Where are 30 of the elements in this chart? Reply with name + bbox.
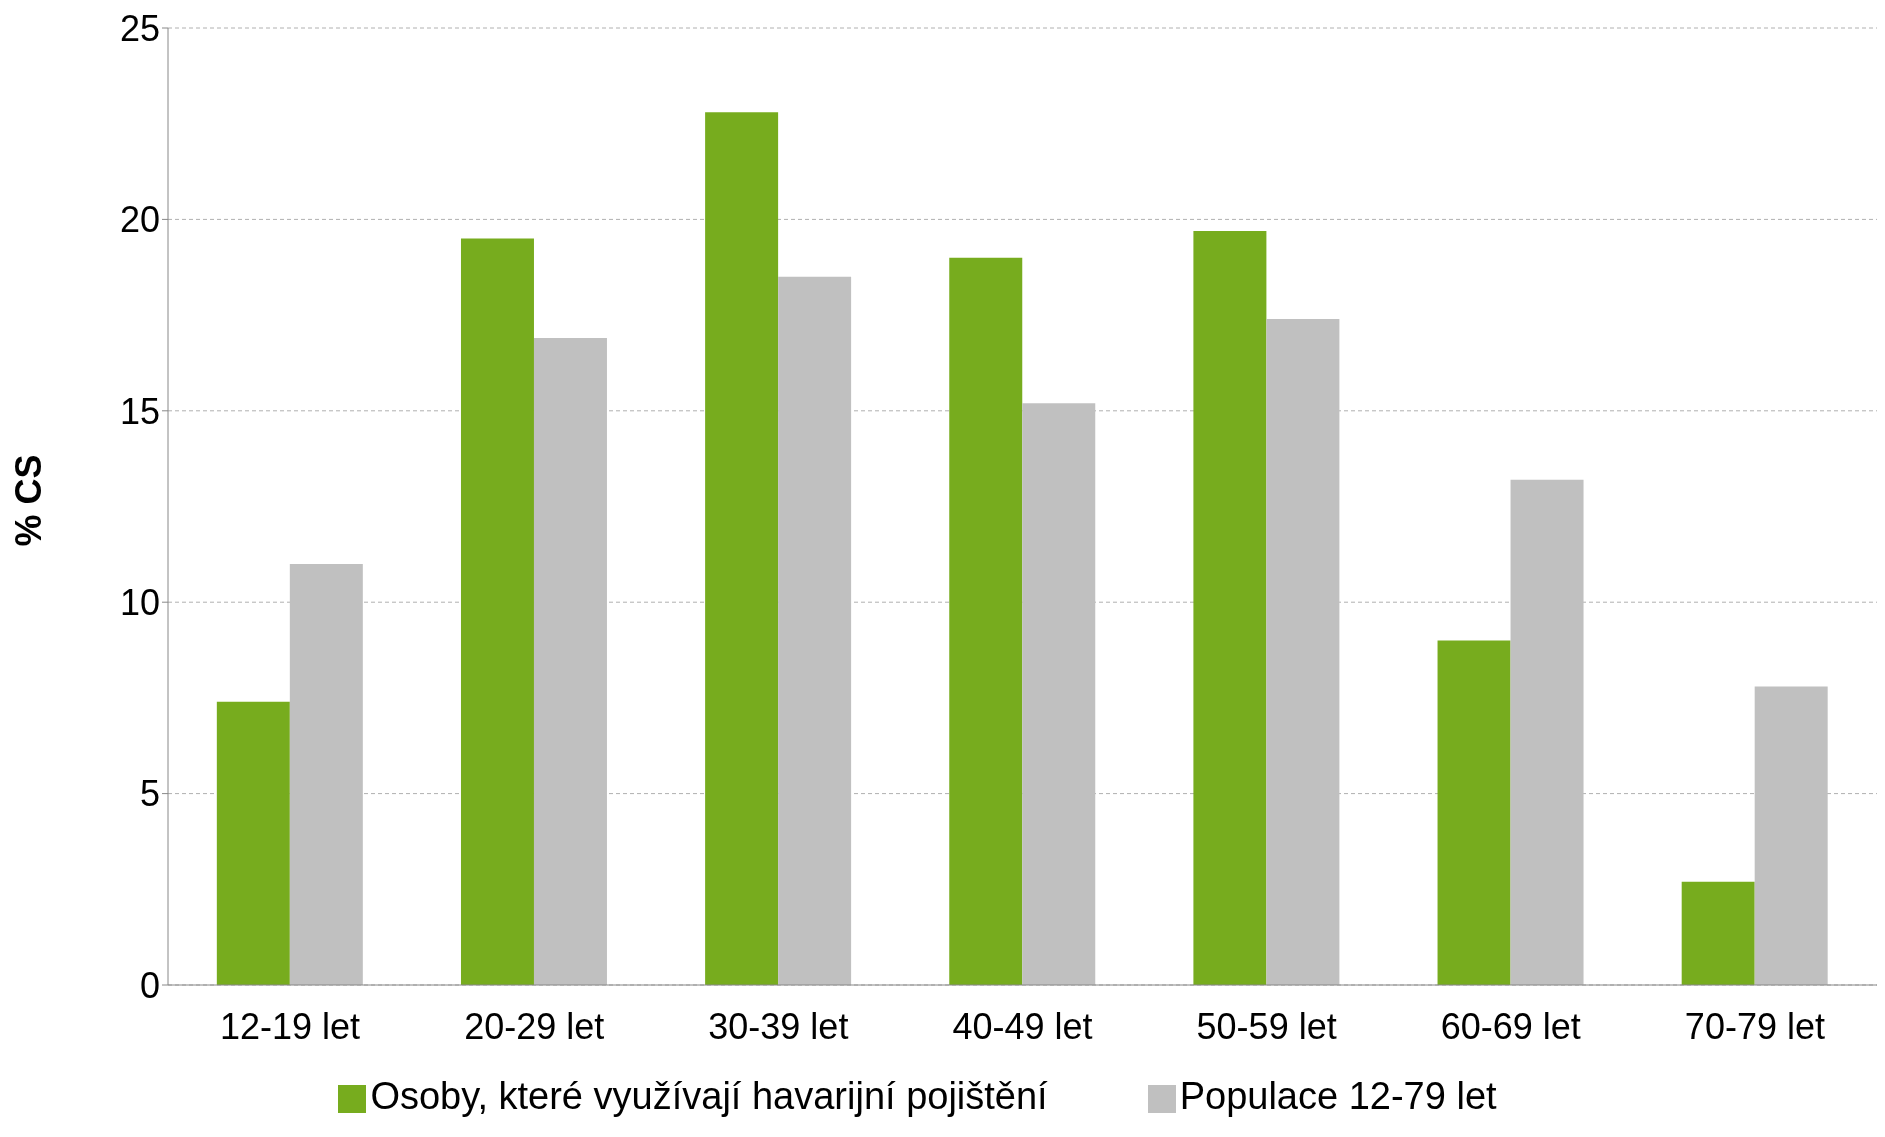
bar bbox=[1193, 230, 1267, 985]
bar bbox=[778, 276, 852, 985]
y-axis-title: % CS bbox=[7, 454, 49, 547]
x-tick-label: 30-39 let bbox=[708, 1005, 849, 1047]
x-tick-label: 20-29 let bbox=[464, 1005, 605, 1047]
y-tick-label: 25 bbox=[119, 7, 160, 49]
y-tick-label: 5 bbox=[139, 773, 160, 815]
bar bbox=[1022, 403, 1096, 985]
x-tick-label: 70-79 let bbox=[1684, 1005, 1825, 1047]
y-tick-label: 20 bbox=[119, 199, 160, 241]
bar bbox=[1510, 479, 1584, 985]
bar bbox=[1266, 318, 1340, 985]
y-tick-label: 15 bbox=[119, 390, 160, 432]
legend-label: Populace 12-79 let bbox=[1179, 1075, 1497, 1117]
x-tick-label: 12-19 let bbox=[220, 1005, 361, 1047]
bar bbox=[533, 338, 607, 985]
bar bbox=[705, 112, 779, 985]
bar bbox=[289, 563, 363, 985]
bar bbox=[1681, 881, 1755, 985]
y-tick-label: 10 bbox=[119, 581, 160, 623]
legend-label: Osoby, které využívají havarijní pojištění bbox=[370, 1075, 1048, 1117]
y-tick-label: 0 bbox=[139, 964, 160, 1006]
bar bbox=[1754, 686, 1828, 985]
bar bbox=[460, 238, 534, 985]
x-tick-label: 40-49 let bbox=[952, 1005, 1093, 1047]
x-tick-label: 60-69 let bbox=[1440, 1005, 1581, 1047]
bar bbox=[1437, 640, 1511, 985]
bar bbox=[949, 257, 1023, 985]
x-tick-label: 50-59 let bbox=[1196, 1005, 1337, 1047]
bar bbox=[216, 701, 290, 985]
